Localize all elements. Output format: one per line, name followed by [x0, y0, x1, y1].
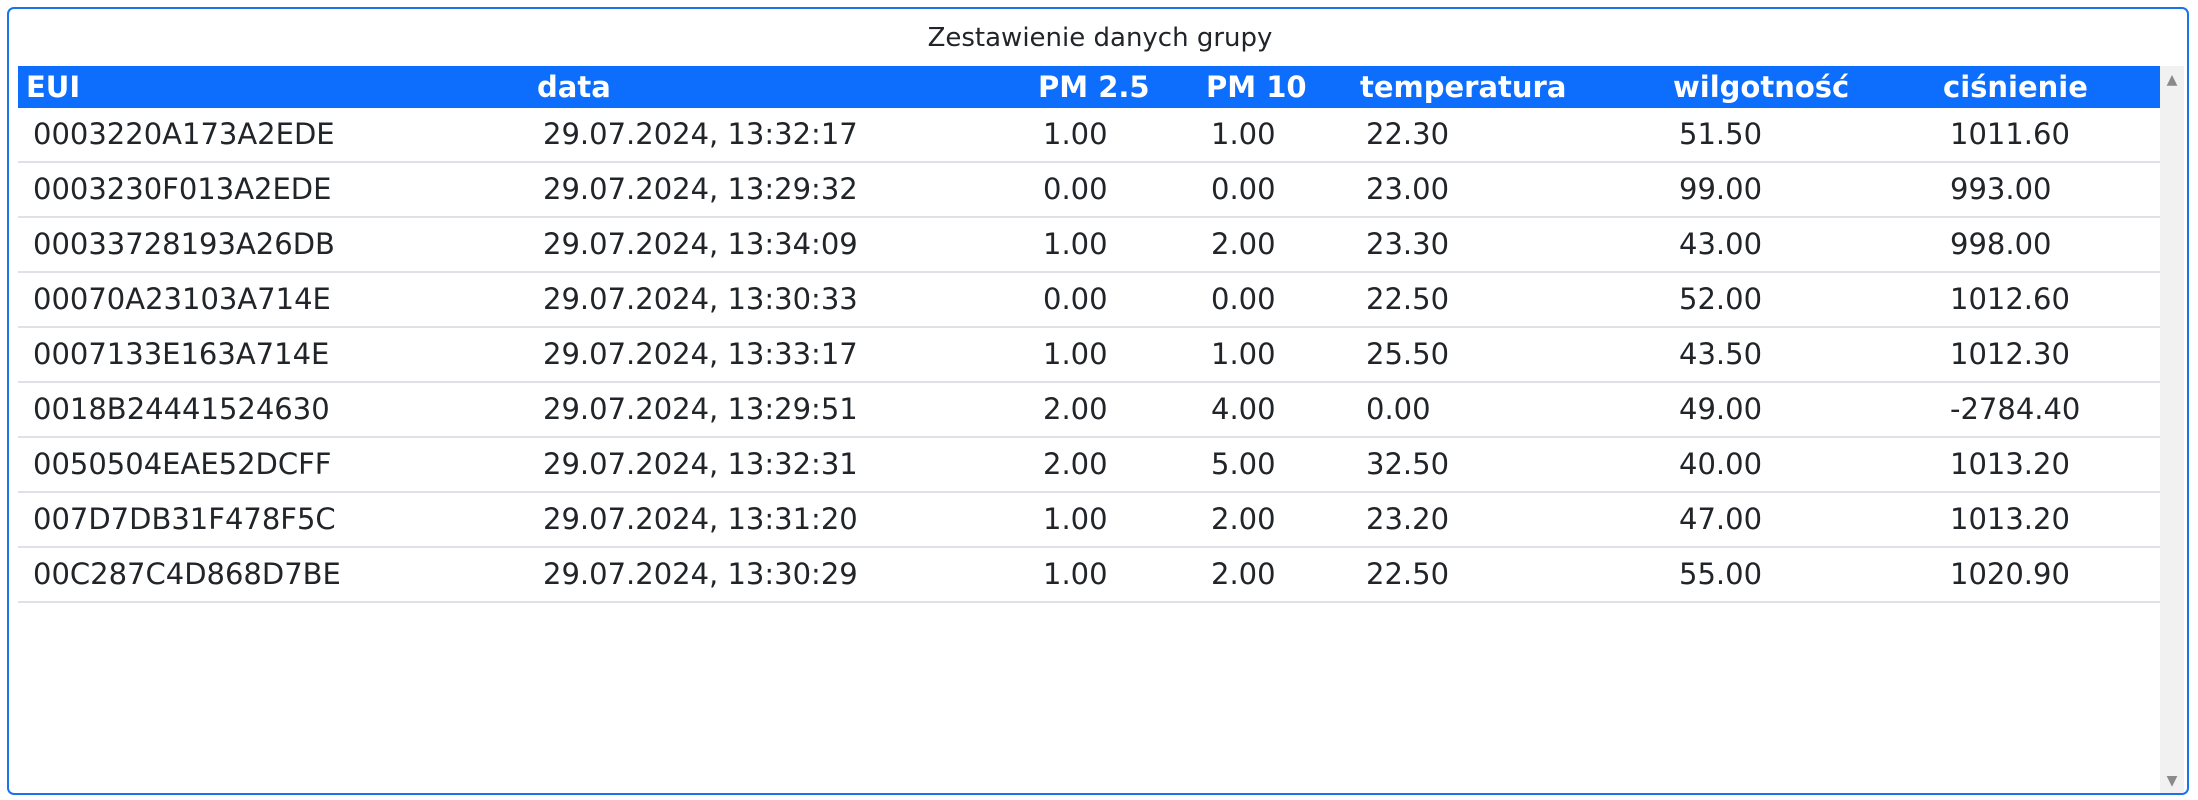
- column-header-pm10[interactable]: PM 10: [1206, 70, 1307, 104]
- cell-eui: 007D7DB31F478F5C: [33, 502, 336, 536]
- cell-pm10: 1.00: [1211, 337, 1276, 371]
- table-header-row: EUI data PM 2.5 PM 10 temperatura wilgot…: [18, 66, 2160, 108]
- cell-wilgotnosc: 51.50: [1679, 117, 1763, 151]
- cell-wilgotnosc: 49.00: [1679, 392, 1763, 426]
- cell-pm25: 1.00: [1043, 557, 1108, 591]
- table-row[interactable]: 00C287C4D868D7BE 29.07.2024, 13:30:29 1.…: [18, 548, 2160, 603]
- table-row[interactable]: 0050504EAE52DCFF 29.07.2024, 13:32:31 2.…: [18, 438, 2160, 493]
- cell-wilgotnosc: 43.00: [1679, 227, 1763, 261]
- cell-pm25: 2.00: [1043, 447, 1108, 481]
- table-row[interactable]: 0007133E163A714E 29.07.2024, 13:33:17 1.…: [18, 328, 2160, 383]
- cell-pm25: 1.00: [1043, 502, 1108, 536]
- cell-temperatura: 32.50: [1366, 447, 1450, 481]
- column-header-data[interactable]: data: [537, 70, 611, 104]
- cell-cisnienie: 1013.20: [1950, 447, 2070, 481]
- cell-temperatura: 0.00: [1366, 392, 1431, 426]
- column-header-cisnienie[interactable]: ciśnienie: [1943, 70, 2088, 104]
- cell-data: 29.07.2024, 13:29:51: [543, 392, 858, 426]
- cell-temperatura: 22.50: [1366, 557, 1450, 591]
- cell-pm10: 1.00: [1211, 117, 1276, 151]
- cell-data: 29.07.2024, 13:33:17: [543, 337, 858, 371]
- scroll-up-icon[interactable]: ▲: [2166, 72, 2178, 88]
- cell-eui: 0007133E163A714E: [33, 337, 330, 371]
- cell-pm25: 0.00: [1043, 282, 1108, 316]
- cell-eui: 00070A23103A714E: [33, 282, 331, 316]
- cell-temperatura: 22.30: [1366, 117, 1450, 151]
- scroll-down-icon[interactable]: ▼: [2166, 773, 2178, 789]
- cell-eui: 0050504EAE52DCFF: [33, 447, 332, 481]
- panel-title: Zestawienie danych grupy: [927, 23, 1273, 53]
- cell-pm10: 2.00: [1211, 557, 1276, 591]
- cell-wilgotnosc: 55.00: [1679, 557, 1763, 591]
- cell-cisnienie: 1013.20: [1950, 502, 2070, 536]
- cell-cisnienie: 1012.30: [1950, 337, 2070, 371]
- cell-cisnienie: 1012.60: [1950, 282, 2070, 316]
- cell-pm25: 0.00: [1043, 172, 1108, 206]
- cell-data: 29.07.2024, 13:29:32: [543, 172, 858, 206]
- column-header-temperatura[interactable]: temperatura: [1360, 70, 1567, 104]
- cell-data: 29.07.2024, 13:32:31: [543, 447, 858, 481]
- table-row[interactable]: 00033728193A26DB 29.07.2024, 13:34:09 1.…: [18, 218, 2160, 273]
- table-row[interactable]: 00070A23103A714E 29.07.2024, 13:30:33 0.…: [18, 273, 2160, 328]
- cell-cisnienie: 1020.90: [1950, 557, 2070, 591]
- cell-wilgotnosc: 40.00: [1679, 447, 1763, 481]
- cell-temperatura: 23.30: [1366, 227, 1450, 261]
- cell-wilgotnosc: 52.00: [1679, 282, 1763, 316]
- table-row[interactable]: 0018B24441524630 29.07.2024, 13:29:51 2.…: [18, 383, 2160, 438]
- cell-wilgotnosc: 47.00: [1679, 502, 1763, 536]
- cell-temperatura: 22.50: [1366, 282, 1450, 316]
- cell-pm10: 2.00: [1211, 227, 1276, 261]
- cell-temperatura: 25.50: [1366, 337, 1450, 371]
- cell-temperatura: 23.20: [1366, 502, 1450, 536]
- cell-temperatura: 23.00: [1366, 172, 1450, 206]
- cell-eui: 00C287C4D868D7BE: [33, 557, 341, 591]
- cell-cisnienie: 998.00: [1950, 227, 2052, 261]
- cell-cisnienie: -2784.40: [1950, 392, 2081, 426]
- cell-cisnienie: 1011.60: [1950, 117, 2070, 151]
- cell-eui: 0003230F013A2EDE: [33, 172, 332, 206]
- cell-pm10: 0.00: [1211, 172, 1276, 206]
- table-row[interactable]: 007D7DB31F478F5C 29.07.2024, 13:31:20 1.…: [18, 493, 2160, 548]
- cell-pm25: 2.00: [1043, 392, 1108, 426]
- cell-data: 29.07.2024, 13:30:29: [543, 557, 858, 591]
- cell-eui: 0018B24441524630: [33, 392, 330, 426]
- cell-pm10: 5.00: [1211, 447, 1276, 481]
- cell-pm25: 1.00: [1043, 337, 1108, 371]
- cell-data: 29.07.2024, 13:30:33: [543, 282, 858, 316]
- cell-data: 29.07.2024, 13:34:09: [543, 227, 858, 261]
- column-header-pm25[interactable]: PM 2.5: [1038, 70, 1150, 104]
- cell-wilgotnosc: 99.00: [1679, 172, 1763, 206]
- cell-eui: 0003220A173A2EDE: [33, 117, 335, 151]
- cell-eui: 00033728193A26DB: [33, 227, 335, 261]
- table-row[interactable]: 0003230F013A2EDE 29.07.2024, 13:29:32 0.…: [18, 163, 2160, 218]
- cell-pm10: 2.00: [1211, 502, 1276, 536]
- table-row[interactable]: 0003220A173A2EDE 29.07.2024, 13:32:17 1.…: [18, 108, 2160, 163]
- cell-data: 29.07.2024, 13:31:20: [543, 502, 858, 536]
- cell-pm25: 1.00: [1043, 227, 1108, 261]
- data-table: EUI data PM 2.5 PM 10 temperatura wilgot…: [18, 66, 2160, 793]
- cell-pm10: 4.00: [1211, 392, 1276, 426]
- column-header-wilgotnosc[interactable]: wilgotność: [1673, 70, 1850, 104]
- cell-pm10: 0.00: [1211, 282, 1276, 316]
- table-body: 0003220A173A2EDE 29.07.2024, 13:32:17 1.…: [18, 108, 2160, 603]
- cell-cisnienie: 993.00: [1950, 172, 2052, 206]
- group-data-panel: Zestawienie danych grupy EUI data PM 2.5…: [7, 7, 2189, 795]
- cell-data: 29.07.2024, 13:32:17: [543, 117, 858, 151]
- vertical-scrollbar[interactable]: ▲ ▼: [2160, 66, 2184, 793]
- cell-wilgotnosc: 43.50: [1679, 337, 1763, 371]
- cell-pm25: 1.00: [1043, 117, 1108, 151]
- column-header-eui[interactable]: EUI: [26, 70, 81, 104]
